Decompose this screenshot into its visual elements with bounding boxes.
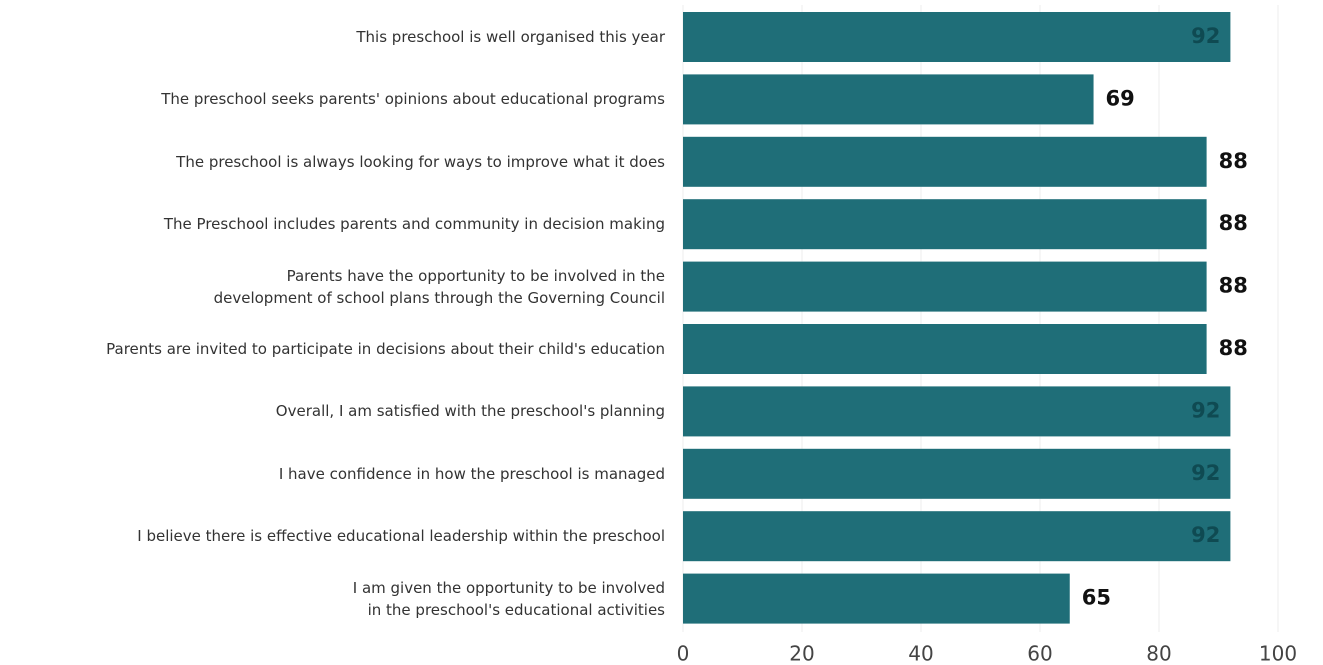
- category-label: I have confidence in how the preschool i…: [278, 464, 665, 483]
- x-tick-label: 20: [789, 642, 814, 665]
- category-label: The Preschool includes parents and commu…: [163, 215, 665, 234]
- category-label: The preschool seeks parents' opinions ab…: [161, 90, 665, 109]
- value-label: 92: [1191, 523, 1220, 547]
- value-label: 88: [1219, 274, 1248, 298]
- bar: [683, 199, 1207, 250]
- bar: [683, 12, 1231, 62]
- bar: [683, 324, 1207, 374]
- value-label: 88: [1219, 336, 1248, 360]
- bar: [683, 136, 1207, 187]
- category-label: Overall, I am satisfied with the prescho…: [275, 402, 665, 421]
- category-label: Parents have the opportunity to be invol…: [213, 266, 665, 307]
- bar: [683, 386, 1231, 437]
- category-label: This preschool is well organised this ye…: [356, 28, 665, 46]
- bar: [683, 261, 1207, 312]
- bar: [683, 573, 1070, 624]
- x-tick-label: 100: [1259, 642, 1297, 665]
- category-label: I am given the opportunity to be involve…: [352, 578, 665, 619]
- value-label: 88: [1219, 211, 1248, 235]
- value-label: 92: [1191, 461, 1220, 485]
- value-label: 92: [1191, 24, 1220, 48]
- value-label: 92: [1191, 398, 1220, 422]
- bar: [683, 74, 1094, 125]
- bar: [683, 448, 1231, 499]
- x-tick-label: 40: [908, 642, 933, 665]
- x-tick-label: 0: [677, 642, 690, 665]
- category-label: Parents are invited to participate in de…: [106, 340, 665, 358]
- bar: [683, 511, 1231, 562]
- value-label: 88: [1219, 149, 1248, 173]
- x-tick-label: 80: [1146, 642, 1171, 665]
- value-label: 65: [1082, 586, 1111, 610]
- x-tick-label: 60: [1027, 642, 1052, 665]
- category-label: The preschool is always looking for ways…: [176, 152, 665, 171]
- value-label: 69: [1106, 86, 1135, 110]
- category-label: I believe there is effective educational…: [137, 527, 665, 546]
